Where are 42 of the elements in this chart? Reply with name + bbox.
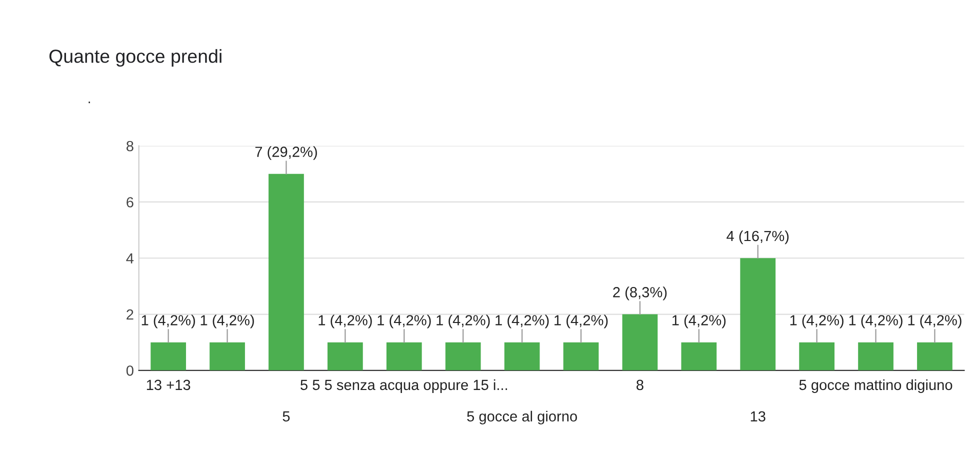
bar <box>445 342 481 370</box>
bar <box>799 342 835 370</box>
bar <box>150 342 186 370</box>
y-tick-label: 4 <box>126 253 134 264</box>
chart-subtitle: . <box>88 102 90 104</box>
bar <box>328 342 363 370</box>
data-label: 1 (4,2%) <box>142 314 195 328</box>
bar <box>622 314 658 370</box>
data-label: 1 (4,2%) <box>496 314 549 328</box>
x-tick-label: 8 <box>636 380 644 390</box>
x-tick-label: 5 gocce mattino digiuno <box>799 379 952 393</box>
data-label: 1 (4,2%) <box>378 314 431 328</box>
data-label: 1 (4,2%) <box>200 314 254 328</box>
bar <box>858 342 894 370</box>
data-label: 1 (4,2%) <box>790 314 844 328</box>
bar <box>681 342 717 370</box>
bar <box>386 342 422 370</box>
x-tick-label: 5 gocce al giorno <box>467 410 577 424</box>
data-label: 1 (4,2%) <box>318 314 372 328</box>
data-label: 4 (16,7%) <box>726 230 789 244</box>
bar <box>917 342 952 370</box>
x-tick-label: 5 5 5 senza acqua oppure 15 i... <box>300 379 508 393</box>
data-label: 1 (4,2%) <box>436 314 490 328</box>
data-label: 1 (4,2%) <box>908 314 962 328</box>
y-tick-label: 0 <box>126 366 134 376</box>
bar <box>210 342 245 370</box>
bar <box>504 342 540 370</box>
x-tick-label: 5 <box>282 411 290 422</box>
bar <box>563 342 599 370</box>
data-label: 1 (4,2%) <box>554 314 608 328</box>
y-tick-label: 6 <box>126 197 134 208</box>
x-tick-label: 13 +13 <box>146 380 190 390</box>
bar <box>740 258 776 370</box>
data-label: 7 (29,2%) <box>255 146 317 160</box>
data-label: 1 (4,2%) <box>672 314 726 328</box>
chart-title: Quante gocce prendi <box>49 49 222 67</box>
y-tick-label: 2 <box>126 309 134 320</box>
x-tick-label: 13 <box>750 411 766 422</box>
y-tick-label: 8 <box>126 140 134 152</box>
data-label: 2 (8,3%) <box>613 286 667 300</box>
data-label: 1 (4,2%) <box>849 314 902 328</box>
bar <box>268 174 304 370</box>
